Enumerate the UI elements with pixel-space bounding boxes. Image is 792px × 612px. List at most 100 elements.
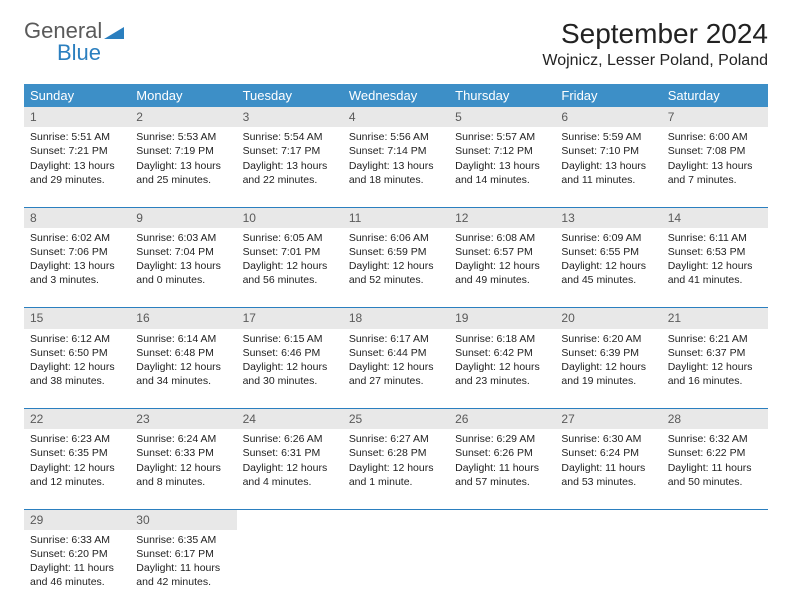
day-details: Sunrise: 6:12 AMSunset: 6:50 PMDaylight:… — [30, 332, 124, 389]
day-number-cell — [237, 509, 343, 530]
day-content-cell: Sunrise: 5:53 AMSunset: 7:19 PMDaylight:… — [130, 127, 236, 207]
day-content-cell: Sunrise: 6:06 AMSunset: 6:59 PMDaylight:… — [343, 228, 449, 308]
day-content-cell: Sunrise: 6:26 AMSunset: 6:31 PMDaylight:… — [237, 429, 343, 509]
day-content-row: Sunrise: 6:02 AMSunset: 7:06 PMDaylight:… — [24, 228, 768, 308]
day-details: Sunrise: 6:23 AMSunset: 6:35 PMDaylight:… — [30, 432, 124, 489]
day-details: Sunrise: 5:56 AMSunset: 7:14 PMDaylight:… — [349, 130, 443, 187]
day-number-cell: 21 — [662, 308, 768, 329]
day-details: Sunrise: 6:18 AMSunset: 6:42 PMDaylight:… — [455, 332, 549, 389]
day-content-row: Sunrise: 6:33 AMSunset: 6:20 PMDaylight:… — [24, 530, 768, 610]
day-number-cell: 29 — [24, 509, 130, 530]
day-number-row: 891011121314 — [24, 207, 768, 228]
day-number-cell: 4 — [343, 107, 449, 127]
page-title: September 2024 — [542, 18, 768, 50]
day-details: Sunrise: 6:24 AMSunset: 6:33 PMDaylight:… — [136, 432, 230, 489]
day-number-cell: 3 — [237, 107, 343, 127]
day-content-cell: Sunrise: 6:05 AMSunset: 7:01 PMDaylight:… — [237, 228, 343, 308]
day-number-cell: 28 — [662, 409, 768, 430]
day-content-cell: Sunrise: 5:56 AMSunset: 7:14 PMDaylight:… — [343, 127, 449, 207]
day-content-row: Sunrise: 6:23 AMSunset: 6:35 PMDaylight:… — [24, 429, 768, 509]
day-content-cell: Sunrise: 6:12 AMSunset: 6:50 PMDaylight:… — [24, 329, 130, 409]
day-number-row: 1234567 — [24, 107, 768, 127]
day-details: Sunrise: 6:11 AMSunset: 6:53 PMDaylight:… — [668, 231, 762, 288]
day-content-cell: Sunrise: 6:08 AMSunset: 6:57 PMDaylight:… — [449, 228, 555, 308]
day-number-cell: 10 — [237, 207, 343, 228]
day-content-cell: Sunrise: 6:32 AMSunset: 6:22 PMDaylight:… — [662, 429, 768, 509]
day-number-cell: 6 — [555, 107, 661, 127]
day-number-cell: 17 — [237, 308, 343, 329]
day-number-cell: 26 — [449, 409, 555, 430]
day-content-cell: Sunrise: 6:20 AMSunset: 6:39 PMDaylight:… — [555, 329, 661, 409]
day-content-cell: Sunrise: 6:15 AMSunset: 6:46 PMDaylight:… — [237, 329, 343, 409]
day-number-cell — [449, 509, 555, 530]
day-content-cell: Sunrise: 6:00 AMSunset: 7:08 PMDaylight:… — [662, 127, 768, 207]
day-details: Sunrise: 5:53 AMSunset: 7:19 PMDaylight:… — [136, 130, 230, 187]
day-number-cell — [555, 509, 661, 530]
header: General September 2024 Wojnicz, Lesser P… — [24, 18, 768, 70]
location-text: Wojnicz, Lesser Poland, Poland — [542, 52, 768, 70]
day-details: Sunrise: 6:02 AMSunset: 7:06 PMDaylight:… — [30, 231, 124, 288]
day-number-cell: 22 — [24, 409, 130, 430]
day-details: Sunrise: 6:35 AMSunset: 6:17 PMDaylight:… — [136, 533, 230, 590]
day-content-cell: Sunrise: 6:33 AMSunset: 6:20 PMDaylight:… — [24, 530, 130, 610]
calendar-table: Sunday Monday Tuesday Wednesday Thursday… — [24, 84, 768, 610]
day-number-cell: 11 — [343, 207, 449, 228]
day-details: Sunrise: 6:26 AMSunset: 6:31 PMDaylight:… — [243, 432, 337, 489]
day-content-cell: Sunrise: 6:24 AMSunset: 6:33 PMDaylight:… — [130, 429, 236, 509]
day-details: Sunrise: 5:54 AMSunset: 7:17 PMDaylight:… — [243, 130, 337, 187]
title-block: September 2024 Wojnicz, Lesser Poland, P… — [542, 18, 768, 70]
day-number-cell: 30 — [130, 509, 236, 530]
day-number-cell: 23 — [130, 409, 236, 430]
day-number-cell: 19 — [449, 308, 555, 329]
day-number-row: 2930 — [24, 509, 768, 530]
day-content-cell: Sunrise: 6:02 AMSunset: 7:06 PMDaylight:… — [24, 228, 130, 308]
day-number-cell: 5 — [449, 107, 555, 127]
day-details: Sunrise: 6:33 AMSunset: 6:20 PMDaylight:… — [30, 533, 124, 590]
day-number-cell: 9 — [130, 207, 236, 228]
day-details: Sunrise: 5:57 AMSunset: 7:12 PMDaylight:… — [455, 130, 549, 187]
day-details: Sunrise: 6:27 AMSunset: 6:28 PMDaylight:… — [349, 432, 443, 489]
day-content-cell: Sunrise: 6:30 AMSunset: 6:24 PMDaylight:… — [555, 429, 661, 509]
day-number-cell: 25 — [343, 409, 449, 430]
day-details: Sunrise: 6:06 AMSunset: 6:59 PMDaylight:… — [349, 231, 443, 288]
day-details: Sunrise: 6:00 AMSunset: 7:08 PMDaylight:… — [668, 130, 762, 187]
day-details: Sunrise: 6:32 AMSunset: 6:22 PMDaylight:… — [668, 432, 762, 489]
day-number-cell: 12 — [449, 207, 555, 228]
day-content-cell: Sunrise: 6:21 AMSunset: 6:37 PMDaylight:… — [662, 329, 768, 409]
day-content-cell: Sunrise: 6:27 AMSunset: 6:28 PMDaylight:… — [343, 429, 449, 509]
day-content-cell: Sunrise: 5:51 AMSunset: 7:21 PMDaylight:… — [24, 127, 130, 207]
day-number-row: 22232425262728 — [24, 409, 768, 430]
day-number-cell: 14 — [662, 207, 768, 228]
day-number-cell: 18 — [343, 308, 449, 329]
day-content-cell: Sunrise: 6:03 AMSunset: 7:04 PMDaylight:… — [130, 228, 236, 308]
day-details: Sunrise: 6:17 AMSunset: 6:44 PMDaylight:… — [349, 332, 443, 389]
weekday-header-row: Sunday Monday Tuesday Wednesday Thursday… — [24, 84, 768, 107]
day-details: Sunrise: 6:29 AMSunset: 6:26 PMDaylight:… — [455, 432, 549, 489]
day-content-cell — [343, 530, 449, 610]
day-details: Sunrise: 6:30 AMSunset: 6:24 PMDaylight:… — [561, 432, 655, 489]
day-content-cell: Sunrise: 6:09 AMSunset: 6:55 PMDaylight:… — [555, 228, 661, 308]
day-number-cell: 16 — [130, 308, 236, 329]
day-content-row: Sunrise: 6:12 AMSunset: 6:50 PMDaylight:… — [24, 329, 768, 409]
day-number-cell: 27 — [555, 409, 661, 430]
day-number-cell: 20 — [555, 308, 661, 329]
day-content-cell — [449, 530, 555, 610]
day-details: Sunrise: 6:14 AMSunset: 6:48 PMDaylight:… — [136, 332, 230, 389]
day-details: Sunrise: 5:59 AMSunset: 7:10 PMDaylight:… — [561, 130, 655, 187]
weekday-header: Friday — [555, 84, 661, 107]
day-content-row: Sunrise: 5:51 AMSunset: 7:21 PMDaylight:… — [24, 127, 768, 207]
day-content-cell: Sunrise: 6:29 AMSunset: 6:26 PMDaylight:… — [449, 429, 555, 509]
day-number-cell: 8 — [24, 207, 130, 228]
day-details: Sunrise: 6:09 AMSunset: 6:55 PMDaylight:… — [561, 231, 655, 288]
day-number-cell: 24 — [237, 409, 343, 430]
logo-triangle-icon — [104, 23, 124, 39]
day-details: Sunrise: 6:21 AMSunset: 6:37 PMDaylight:… — [668, 332, 762, 389]
weekday-header: Wednesday — [343, 84, 449, 107]
day-number-cell — [662, 509, 768, 530]
day-details: Sunrise: 6:08 AMSunset: 6:57 PMDaylight:… — [455, 231, 549, 288]
day-content-cell — [555, 530, 661, 610]
day-number-cell: 2 — [130, 107, 236, 127]
day-number-cell: 13 — [555, 207, 661, 228]
day-content-cell: Sunrise: 6:14 AMSunset: 6:48 PMDaylight:… — [130, 329, 236, 409]
day-content-cell: Sunrise: 6:35 AMSunset: 6:17 PMDaylight:… — [130, 530, 236, 610]
